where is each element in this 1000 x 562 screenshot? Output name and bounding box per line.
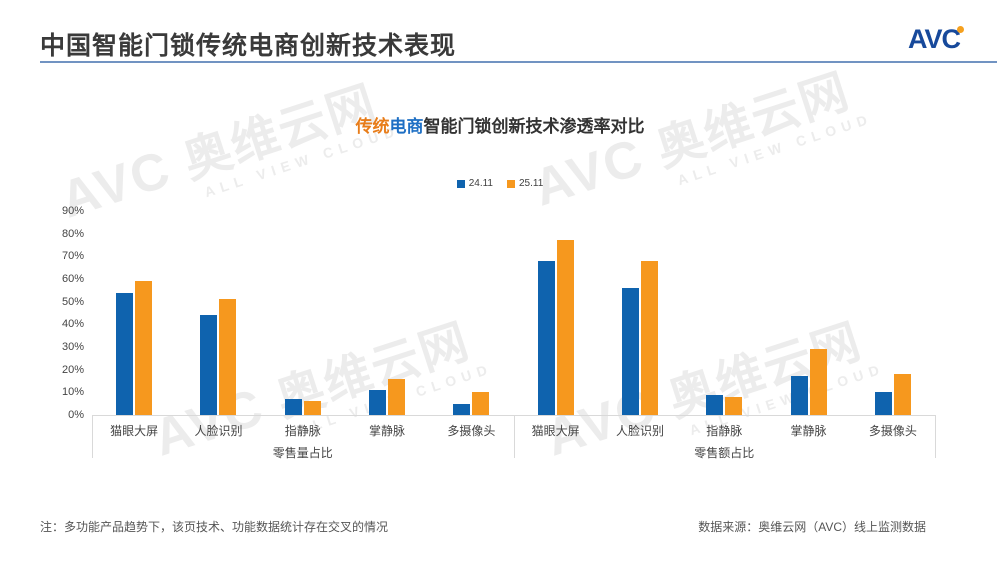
legend-swatch-icon bbox=[507, 179, 515, 188]
category-label: 人脸识别 bbox=[194, 424, 243, 438]
watermark: AVC奥维云网 ALL VIEW CLOUD bbox=[524, 47, 875, 231]
bar-25.11 bbox=[219, 299, 237, 415]
y-axis-tick-label: 90% bbox=[61, 205, 84, 217]
y-axis-tick-label: 40% bbox=[61, 318, 84, 331]
axis-group-divider bbox=[935, 415, 936, 458]
chart-title-highlight-orange: 传统 bbox=[355, 117, 390, 136]
category-label: 掌静脉 bbox=[790, 424, 827, 438]
chart-title-rest: 智能门锁创新技术渗透率对比 bbox=[423, 117, 645, 136]
bar-24.11 bbox=[369, 390, 387, 415]
legend-label: 25.11 bbox=[519, 178, 544, 189]
bar-25.11 bbox=[725, 396, 743, 415]
page-title: 中国智能门锁传统电商创新技术表现 bbox=[40, 32, 457, 60]
legend-item: 24.11 bbox=[456, 178, 493, 189]
bar-24.11 bbox=[200, 315, 218, 415]
legend-swatch-icon bbox=[456, 179, 465, 188]
bar-24.11 bbox=[621, 288, 639, 415]
bar-24.11 bbox=[116, 292, 134, 415]
chart-title: 传统电商智能门锁创新技术渗透率对比 bbox=[0, 112, 1000, 137]
y-axis-tick-label: 0% bbox=[68, 409, 84, 421]
category-label: 指静脉 bbox=[706, 424, 743, 438]
avc-logo-text: AVC bbox=[907, 24, 961, 54]
group-label: 零售额占比 bbox=[694, 446, 755, 460]
legend-item: 25.11 bbox=[507, 178, 543, 189]
bar-24.11 bbox=[453, 403, 471, 415]
y-axis-tick-label: 60% bbox=[61, 273, 84, 285]
group-label: 零售量占比 bbox=[272, 446, 333, 460]
y-axis-tick-label: 80% bbox=[61, 227, 84, 240]
watermark-avc-icon: AVC bbox=[526, 127, 652, 218]
y-axis-tick-label: 10% bbox=[61, 386, 84, 399]
bar-25.11 bbox=[303, 401, 321, 415]
category-label: 人脸识别 bbox=[615, 424, 664, 438]
bar-25.11 bbox=[556, 240, 574, 415]
chart-title-highlight-blue: 电商 bbox=[389, 117, 424, 136]
bar-25.11 bbox=[472, 392, 490, 415]
category-label: 多摄像头 bbox=[868, 424, 917, 438]
y-axis-tick-label: 50% bbox=[61, 295, 84, 308]
bar-25.11 bbox=[640, 260, 658, 415]
logo-dot-icon bbox=[957, 26, 964, 33]
y-axis-tick-label: 20% bbox=[61, 363, 84, 376]
bar-24.11 bbox=[790, 376, 808, 415]
category-label: 指静脉 bbox=[284, 424, 321, 438]
bar-24.11 bbox=[537, 260, 555, 415]
bar-25.11 bbox=[893, 374, 911, 415]
bar-25.11 bbox=[135, 281, 153, 415]
bar-24.11 bbox=[706, 394, 724, 415]
category-label: 多摄像头 bbox=[447, 424, 496, 438]
bar-24.11 bbox=[284, 399, 302, 415]
axis-group-divider bbox=[513, 415, 515, 458]
footnote: 注：多功能产品趋势下，该页技术、功能数据统计存在交叉的情况 bbox=[40, 520, 389, 534]
category-label: 猫眼大屏 bbox=[531, 424, 580, 438]
category-label: 猫眼大屏 bbox=[110, 424, 159, 438]
y-axis-tick-label: 30% bbox=[61, 341, 84, 353]
watermark: AVC奥维云网 ALL VIEW CLOUD bbox=[51, 59, 402, 243]
bar-24.11 bbox=[874, 392, 892, 415]
chart-legend: 24.11 25.11 bbox=[0, 178, 1000, 189]
axis-group-divider bbox=[92, 415, 93, 458]
header-divider bbox=[40, 61, 997, 63]
y-axis-tick-label: 70% bbox=[61, 250, 84, 263]
bar-25.11 bbox=[388, 378, 406, 415]
avc-logo: AVC bbox=[907, 24, 964, 55]
category-label: 掌静脉 bbox=[369, 424, 406, 438]
data-source: 数据来源：奥维云网（AVC）线上监测数据 bbox=[698, 520, 926, 534]
legend-label: 24.11 bbox=[468, 178, 493, 189]
bar-25.11 bbox=[809, 349, 827, 415]
